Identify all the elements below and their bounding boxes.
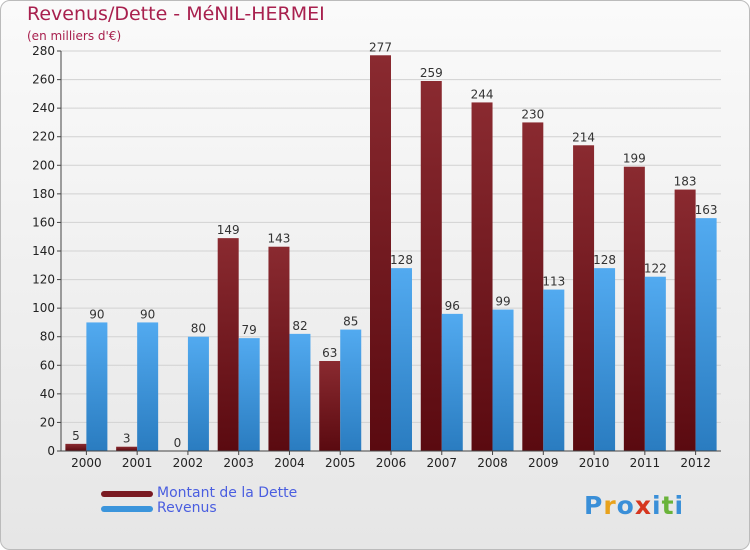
- logo-letter: o: [616, 491, 635, 520]
- data-label: 149: [217, 223, 240, 237]
- y-tick-label: 20: [40, 415, 55, 429]
- data-label: 0: [174, 436, 182, 450]
- bar: [522, 122, 544, 451]
- bar: [86, 322, 108, 451]
- bar: [644, 276, 666, 451]
- bar: [674, 189, 696, 452]
- logo-letter: x: [634, 491, 652, 520]
- y-tick-label: 80: [40, 330, 55, 344]
- data-label: 79: [242, 323, 257, 337]
- data-label: 80: [191, 322, 206, 336]
- bar: [217, 238, 239, 451]
- proxiti-logo: Proxiti: [584, 491, 684, 520]
- bar: [492, 309, 514, 451]
- bars: [65, 55, 717, 452]
- bar: [543, 289, 565, 451]
- logo-letter: i: [652, 491, 662, 520]
- data-label: 277: [369, 40, 392, 54]
- logo-letter: P: [584, 491, 604, 520]
- data-label: 183: [674, 175, 697, 189]
- data-label: 3: [123, 432, 131, 446]
- axes: 0 20 40 60 80 100 120 140 160 180 200 220 240 260 280 2…: [32, 44, 721, 470]
- bar: [289, 333, 311, 451]
- bar: [441, 313, 463, 451]
- data-label: 113: [542, 275, 565, 289]
- data-label: 214: [572, 130, 595, 144]
- bar: [391, 268, 412, 451]
- y-tick-label: 260: [32, 73, 55, 87]
- bar: [137, 322, 159, 451]
- y-tick-label: 160: [32, 215, 55, 229]
- logo-letter: t: [661, 491, 675, 520]
- data-label: 85: [343, 315, 358, 329]
- value-labels: 5 90 3 90 0 80 149 79 143 82 63 85 277 128 259 96 244 99 2…: [72, 40, 718, 450]
- y-tick-label: 120: [32, 273, 55, 287]
- bar: [238, 338, 260, 451]
- bar: [340, 329, 362, 451]
- bar: [319, 361, 341, 451]
- x-tick-label: 2011: [630, 456, 661, 470]
- data-label: 90: [89, 307, 104, 321]
- chart-title: Revenus/Dette - MéNIL-HERMEI: [27, 3, 325, 25]
- y-tick-label: 100: [32, 301, 55, 315]
- data-label: 63: [322, 346, 337, 360]
- data-label: 199: [623, 152, 646, 166]
- x-tick-label: 2007: [426, 456, 457, 470]
- x-tick-label: 2001: [122, 456, 153, 470]
- y-tick-label: 0: [47, 444, 55, 458]
- bar: [268, 246, 290, 451]
- data-label: 128: [593, 253, 616, 267]
- x-tick-label: 2006: [376, 456, 407, 470]
- bar: [65, 443, 87, 451]
- y-tick-label: 220: [32, 130, 55, 144]
- bar: [187, 336, 209, 451]
- x-tick-label: 2002: [173, 456, 204, 470]
- data-label: 259: [420, 66, 443, 80]
- bar: [623, 166, 645, 451]
- legend-label-revenus: Revenus: [157, 500, 217, 516]
- bar: [573, 145, 595, 452]
- x-tick-label: 2010: [579, 456, 610, 470]
- data-label: 99: [495, 295, 510, 309]
- x-tick-label: 2005: [325, 456, 356, 470]
- chart-subtitle: (en milliers d'€): [27, 29, 122, 43]
- x-tick-label: 2003: [223, 456, 254, 470]
- bar: [370, 55, 391, 452]
- data-label: 128: [390, 253, 413, 267]
- y-tick-label: 240: [32, 101, 55, 115]
- y-tick-label: 60: [40, 358, 55, 372]
- logo-letter: r: [603, 491, 617, 520]
- legend-label-dette: Montant de la Dette: [157, 485, 298, 501]
- y-tick-label: 280: [32, 44, 55, 58]
- data-label: 163: [695, 203, 718, 217]
- data-label: 5: [72, 429, 80, 443]
- data-label: 230: [521, 107, 544, 121]
- y-tick-label: 200: [32, 158, 55, 172]
- data-label: 122: [644, 262, 667, 276]
- bar: [471, 102, 493, 451]
- legend-swatch-revenus: [101, 506, 153, 512]
- bar: [420, 81, 442, 451]
- x-tick-label: 2009: [528, 456, 559, 470]
- y-tick-label: 40: [40, 387, 55, 401]
- x-tick-label: 2008: [477, 456, 508, 470]
- bar: [116, 446, 138, 451]
- x-tick-label: 2012: [680, 456, 711, 470]
- x-tick-label: 2004: [274, 456, 305, 470]
- data-label: 96: [445, 299, 460, 313]
- data-label: 90: [140, 307, 155, 321]
- data-label: 82: [292, 319, 307, 333]
- data-label: 244: [471, 87, 494, 101]
- data-label: 143: [268, 232, 291, 246]
- bar: [695, 218, 717, 451]
- x-tick-label: 2000: [71, 456, 102, 470]
- y-tick-label: 140: [32, 244, 55, 258]
- legend-swatch-dette: [101, 491, 153, 497]
- bar: [594, 268, 616, 451]
- y-tick-label: 180: [32, 187, 55, 201]
- logo-letter: i: [674, 491, 685, 520]
